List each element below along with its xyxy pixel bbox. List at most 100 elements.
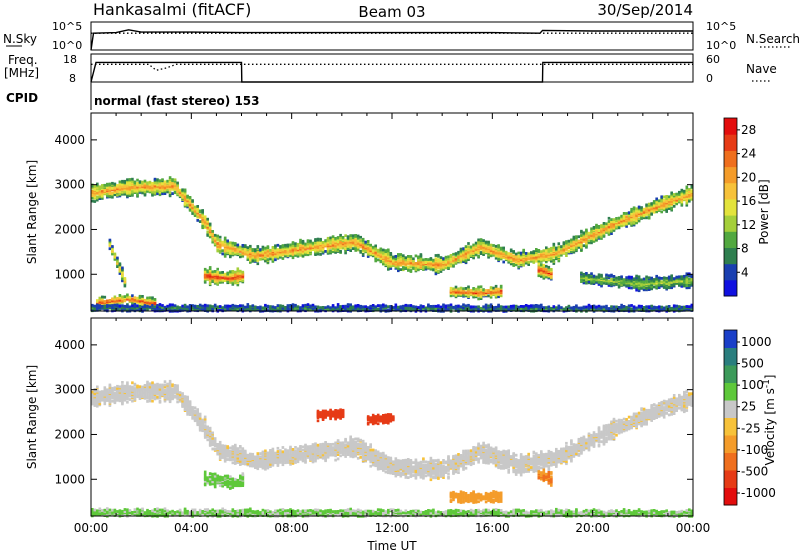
range-cell — [387, 252, 390, 256]
range-cell — [96, 195, 99, 199]
range-cell — [622, 305, 626, 308]
range-cell — [276, 304, 280, 307]
range-cell — [221, 271, 224, 274]
range-cell — [141, 183, 144, 187]
range-cell — [647, 276, 651, 280]
range-cell — [216, 234, 219, 238]
range-cell — [600, 282, 603, 286]
range-cell — [226, 271, 229, 275]
range-cell — [675, 275, 678, 279]
range-cell — [650, 304, 653, 308]
range-cell — [472, 287, 475, 290]
range-cell — [118, 385, 122, 389]
range-cell — [143, 308, 147, 312]
range-cell — [552, 258, 556, 262]
range-cell — [116, 265, 119, 268]
range-cell — [492, 247, 495, 251]
range-cell — [171, 303, 174, 307]
range-cell — [652, 278, 656, 281]
range-cell — [156, 178, 159, 182]
range-cell — [274, 250, 277, 254]
range-cell — [196, 219, 199, 222]
range-cell — [597, 273, 601, 277]
range-cell — [397, 265, 400, 268]
range-cell — [339, 236, 342, 239]
range-cell — [570, 306, 573, 310]
range-cell — [366, 252, 370, 256]
range-cell — [191, 304, 194, 307]
range-cell — [239, 245, 242, 249]
range-cell — [148, 180, 152, 184]
range-cell — [555, 246, 558, 250]
range-cell — [597, 235, 601, 239]
range-cell — [437, 308, 440, 312]
range-cell — [690, 277, 694, 281]
range-cell — [229, 281, 232, 284]
range-cell — [474, 243, 478, 247]
range-cell — [404, 303, 408, 307]
range-cell — [111, 306, 114, 309]
range-cell — [489, 295, 493, 299]
range-cell — [138, 294, 142, 298]
range-cell — [612, 275, 616, 278]
range-cell — [271, 246, 275, 249]
range-cell — [607, 279, 611, 283]
range-cell — [314, 238, 317, 241]
noise-right-top-tick: 10^5 — [706, 20, 736, 33]
range-cell — [341, 246, 345, 250]
range-cell — [419, 304, 423, 308]
range-cell — [113, 297, 117, 301]
range-cell — [93, 185, 97, 188]
range-cell — [259, 253, 262, 257]
range-cell — [462, 289, 465, 293]
range-cell — [572, 246, 576, 250]
range-cell — [289, 250, 292, 253]
series-line-nsky — [90, 29, 693, 51]
range-cell — [382, 248, 385, 252]
range-cell — [499, 308, 503, 312]
range-cell — [620, 305, 623, 309]
range-cell — [226, 239, 229, 243]
range-cell — [236, 252, 240, 255]
range-cell — [597, 228, 601, 232]
range-cell — [472, 305, 475, 309]
range-cell — [148, 296, 152, 300]
range-cell — [266, 249, 270, 253]
range-cell — [156, 307, 159, 310]
range-cell — [552, 248, 556, 251]
range-cell — [118, 262, 122, 266]
range-cell — [565, 254, 568, 257]
range-cell — [477, 297, 480, 301]
range-cell — [111, 181, 114, 185]
range-cell — [96, 303, 99, 307]
range-cell — [409, 255, 413, 258]
range-cell — [535, 253, 538, 257]
range-cell — [261, 245, 265, 249]
range-cell — [462, 287, 465, 291]
range-cell — [665, 207, 668, 211]
range-cell — [106, 390, 109, 394]
range-cell — [274, 258, 277, 262]
range-cell — [487, 294, 490, 298]
range-cell — [161, 192, 164, 196]
range-cell — [321, 306, 325, 309]
range-cell — [514, 304, 518, 308]
range-cell — [507, 305, 510, 309]
range-cell — [600, 235, 603, 238]
range-cell — [660, 210, 663, 214]
range-cell — [404, 258, 408, 262]
range-cell — [472, 243, 475, 247]
range-cell — [397, 253, 400, 256]
range-cell — [91, 392, 94, 396]
range-cell — [683, 274, 686, 278]
range-cell — [672, 204, 676, 208]
range-cell — [452, 252, 455, 256]
range-cell — [512, 250, 515, 253]
range-cell — [467, 242, 470, 245]
range-cell — [454, 252, 458, 255]
range-cell — [331, 247, 335, 250]
range-cell — [514, 254, 518, 258]
range-cell — [642, 306, 646, 309]
range-cell — [489, 254, 493, 258]
range-cell — [514, 252, 518, 256]
